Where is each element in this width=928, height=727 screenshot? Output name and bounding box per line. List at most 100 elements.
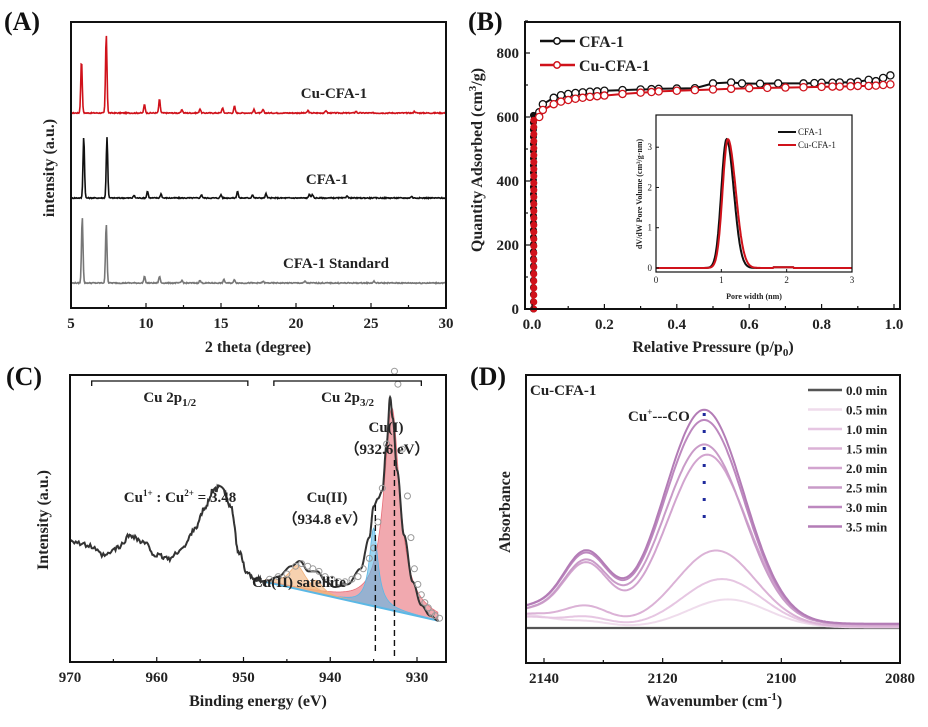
xps-data-point <box>328 575 336 583</box>
legend-marker-cu-cfa-1 <box>553 61 561 69</box>
x-tick-label: 960 <box>146 670 169 686</box>
isotherm-point-cu-cfa-1 <box>549 99 558 109</box>
xps-data-point <box>359 565 367 573</box>
isotherm-point-cfa-1 <box>737 79 747 88</box>
panel-a-label-cfa-1-standard: CFA-1 Standard <box>283 256 390 272</box>
isotherm-point-cu-cfa-1 <box>600 91 609 100</box>
panel-b-series <box>529 71 895 313</box>
inset-y-axis-title: dV/dW Pore Volume (cm³/g·nm) <box>635 139 644 250</box>
legend-label-cfa-1: CFA-1 <box>579 34 624 51</box>
x-tick-label: 0.2 <box>595 317 614 333</box>
isotherm-point-cu-cfa-1 <box>781 83 790 92</box>
isotherm-point-cfa-1 <box>773 79 783 88</box>
panel-b-inset: 0 1 2 3 0 1 2 3 Pore width (nm) dV/dW Pore Volu… <box>635 114 855 301</box>
panel-b-x-axis-title: Relative Pressure (p/p0) <box>632 339 793 359</box>
legend-label-3-5-min: 3.5 min <box>846 520 888 535</box>
panel-c-frame <box>69 374 447 663</box>
x-tick-label: 0.8 <box>812 317 831 333</box>
xps-data-point <box>266 575 274 583</box>
xps-data-point <box>390 367 398 375</box>
xps-data-point <box>370 544 378 552</box>
panel-a-x-axis-title: 2 theta (degree) <box>205 339 311 356</box>
isotherm-point-cu-cfa-1 <box>592 91 602 101</box>
x-tick-label: 0.6 <box>740 317 759 333</box>
xps-data-point <box>424 604 432 612</box>
isotherm-point-cu-cfa-1 <box>571 94 580 104</box>
xps-data-point <box>436 614 444 622</box>
isotherm-point-cu-cfa-1 <box>530 193 538 201</box>
inset-y-tick-label: 3 <box>648 142 653 152</box>
x-tick-label: 2100 <box>766 671 796 687</box>
cu-ii-energy-label: （934.8 eV） <box>283 510 368 528</box>
panel-d-label: (D) <box>470 362 506 391</box>
cu-i-energy-label: （932.6 eV） <box>345 440 430 458</box>
panel-b-label: (B) <box>468 7 503 36</box>
panel-a-y-axis-title: intensity (a.u.) <box>41 119 58 217</box>
panel-a: (A) 5 10 15 20 25 30 2 theta (degree) intensi… <box>4 7 454 356</box>
isotherm-point-cu-cfa-1 <box>534 112 544 122</box>
inset-y-tick-label: 2 <box>648 182 653 192</box>
xps-data-point <box>403 492 411 500</box>
panel-a-label-cfa-1: CFA-1 <box>306 172 348 188</box>
isotherm-point-cu-cfa-1 <box>530 242 538 250</box>
isotherm-point-cu-cfa-1 <box>556 97 566 106</box>
isotherm-point-cfa-1 <box>755 79 765 88</box>
isotherm-point-cfa-1 <box>886 71 895 80</box>
isotherm-point-cu-cfa-1 <box>530 207 538 215</box>
panel-c-x-ticks: 970 960 950 940 930 <box>59 657 428 686</box>
inset-x-tick-label: 0 <box>654 275 659 285</box>
panel-d-legend: 0.0 min 0.5 min 1.0 min 1.5 min 2.0 min 2.5 m… <box>808 383 888 535</box>
isotherm-point-cu-cfa-1 <box>530 151 538 159</box>
isotherm-point-cu-cfa-1 <box>563 95 573 105</box>
panel-c-y-axis-title: Intensity (a.u.) <box>35 470 52 570</box>
isotherm-point-cu-cfa-1 <box>846 82 855 91</box>
isotherm-point-cfa-1 <box>810 78 819 88</box>
isotherm-point-cu-cfa-1 <box>530 144 538 152</box>
isotherm-point-cu-cfa-1 <box>530 123 538 131</box>
panel-c-label: (C) <box>6 362 42 391</box>
xps-data-point <box>315 567 323 575</box>
x-tick-label: 10 <box>139 316 154 332</box>
bracket-cu-2p-3-2 <box>273 380 422 386</box>
isotherm-point-cu-cfa-1 <box>578 93 587 103</box>
isotherm-point-cu-cfa-1 <box>828 82 837 91</box>
isotherm-point-cu-cfa-1 <box>763 83 772 93</box>
isotherm-point-cu-cfa-1 <box>530 165 538 173</box>
isotherm-point-cu-cfa-1 <box>530 137 538 145</box>
x-tick-label: 2080 <box>885 671 915 687</box>
isotherm-point-cu-cfa-1 <box>530 221 538 229</box>
isotherm-point-cu-cfa-1 <box>886 80 895 89</box>
isotherm-point-cu-cfa-1 <box>530 298 538 306</box>
label-cu-2p-1-2: Cu 2p1/2 <box>143 390 196 409</box>
x-tick-label: 5 <box>67 316 75 332</box>
panel-a-series <box>70 35 447 285</box>
inset-x-tick-label: 1 <box>719 275 724 285</box>
y-tick-label: 600 <box>497 110 520 126</box>
y-tick-label: 200 <box>497 238 520 254</box>
x-tick-label: 0.0 <box>523 317 542 333</box>
y-tick-label: 800 <box>497 46 520 62</box>
panel-d-y-axis-title: Absorbance <box>497 471 514 553</box>
panel-c-spectrum <box>69 367 444 622</box>
x-tick-label: 25 <box>364 316 379 332</box>
xps-data-point <box>421 599 429 607</box>
cu-co-annotation: Cu+---CO <box>628 407 690 425</box>
x-tick-label: 2120 <box>648 671 678 687</box>
isotherm-point-cu-cfa-1 <box>530 235 538 243</box>
xps-data-point <box>354 573 362 581</box>
ir-spectrum-3-0-min <box>525 418 900 625</box>
xps-data-point <box>407 534 415 542</box>
isotherm-point-cu-cfa-1 <box>835 82 844 91</box>
xps-data-point <box>283 570 291 578</box>
ir-spectrum-2-0-min <box>525 453 900 626</box>
x-tick-label: 20 <box>289 316 304 332</box>
xps-data-point <box>410 565 418 573</box>
xps-data-point <box>394 380 402 388</box>
isotherm-point-cu-cfa-1 <box>799 82 808 92</box>
isotherm-point-cu-cfa-1 <box>636 88 645 97</box>
isotherm-point-cu-cfa-1 <box>530 291 538 299</box>
isotherm-point-cfa-1 <box>878 73 888 83</box>
xps-data-point <box>348 575 356 583</box>
legend-label-0-5-min: 0.5 min <box>846 403 888 418</box>
